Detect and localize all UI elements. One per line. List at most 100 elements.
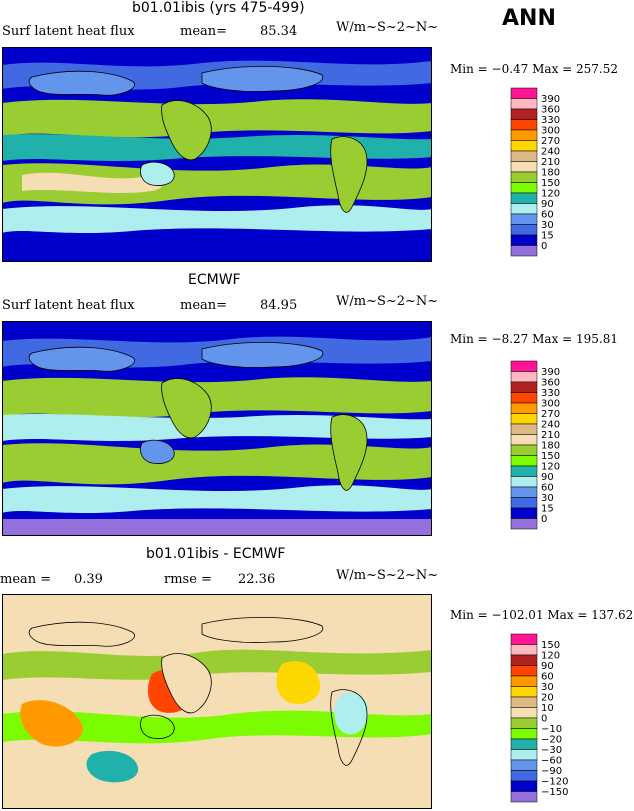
colorbar-level-label: 120 bbox=[541, 189, 560, 200]
map1-north-america bbox=[28, 70, 135, 96]
colorbar-level-label: 390 bbox=[541, 367, 560, 378]
map3-africa bbox=[161, 653, 212, 714]
colorbar-level-label: 390 bbox=[541, 94, 560, 105]
colorbar-swatch bbox=[510, 98, 538, 110]
colorbar-swatch bbox=[510, 87, 538, 99]
map1-africa bbox=[161, 100, 212, 161]
colorbar-swatch bbox=[510, 161, 538, 173]
map2-band-south-subtropics bbox=[2, 443, 432, 485]
colorbar-swatch bbox=[510, 234, 538, 246]
colorbar-swatch bbox=[510, 423, 538, 435]
map1-band-antarctic bbox=[2, 243, 432, 262]
colorbar-level-label: 120 bbox=[541, 651, 560, 662]
panel3-rmse-label: rmse = bbox=[164, 572, 212, 587]
colorbar-level-label: 180 bbox=[541, 168, 560, 179]
colorbar-swatch bbox=[510, 791, 538, 803]
panel2-title: ECMWF bbox=[188, 272, 241, 288]
colorbar-swatch bbox=[510, 717, 538, 729]
colorbar-level-label: 240 bbox=[541, 147, 560, 158]
colorbar-swatch bbox=[510, 749, 538, 761]
map3-positive-patch-3 bbox=[276, 661, 321, 704]
panel3-rmse-value: 22.36 bbox=[238, 572, 276, 587]
colorbar-level-label: 0 bbox=[541, 241, 547, 252]
panel3-units: W/m~S~2~N~ bbox=[336, 568, 439, 583]
colorbar-swatch bbox=[510, 245, 538, 257]
colorbar-level-label: 330 bbox=[541, 115, 560, 126]
colorbar-level-label: 30 bbox=[541, 220, 554, 231]
colorbar-level-label: 30 bbox=[541, 493, 554, 504]
map3-band-negative-south bbox=[2, 710, 432, 744]
colorbar-swatch bbox=[510, 213, 538, 225]
panel1-mean-value: 85.34 bbox=[260, 24, 298, 39]
colorbar-level-label: −150 bbox=[541, 787, 568, 798]
colorbar-swatch bbox=[510, 360, 538, 372]
colorbar-swatch bbox=[510, 738, 538, 750]
colorbar-swatch bbox=[510, 686, 538, 698]
map2-band-itcz bbox=[2, 414, 432, 441]
colorbar-level-label: 180 bbox=[541, 441, 560, 452]
map1-band-south-mid bbox=[2, 205, 432, 233]
map2-band-north-subtropics bbox=[2, 377, 432, 418]
colorbar-swatch bbox=[510, 465, 538, 477]
colorbar-swatch bbox=[510, 497, 538, 509]
colorbar-swatch bbox=[510, 434, 538, 446]
colorbar-level-label: 330 bbox=[541, 388, 560, 399]
panel1-min-max: Min = −0.47 Max = 257.52 bbox=[450, 62, 619, 76]
colorbar-swatch bbox=[510, 224, 538, 236]
panel3-mean-label: mean = bbox=[0, 572, 52, 587]
map3-eurasia bbox=[201, 617, 324, 643]
colorbar-swatch bbox=[510, 455, 538, 467]
colorbar-level-label: 360 bbox=[541, 105, 560, 116]
colorbar-level-label: 90 bbox=[541, 472, 554, 483]
panel1-mean-label: mean= bbox=[180, 24, 228, 39]
colorbar-swatch bbox=[510, 759, 538, 771]
colorbar-swatch bbox=[510, 381, 538, 393]
map2-australia bbox=[140, 439, 175, 464]
colorbar-swatch bbox=[510, 192, 538, 204]
colorbar-swatch bbox=[510, 140, 538, 152]
colorbar-level-label: 15 bbox=[541, 504, 554, 515]
colorbar-level-label: −90 bbox=[541, 766, 562, 777]
colorbar-level-label: 150 bbox=[541, 451, 560, 462]
map3-background bbox=[2, 594, 432, 809]
colorbar-level-label: 20 bbox=[541, 693, 554, 704]
map2-south-america bbox=[330, 414, 368, 491]
colorbar-level-label: 90 bbox=[541, 199, 554, 210]
map2-north-america bbox=[28, 346, 135, 372]
colorbar-level-label: 300 bbox=[541, 399, 560, 410]
colorbar-swatch bbox=[510, 633, 538, 645]
map-panel-1 bbox=[2, 47, 432, 262]
colorbar-level-label: 300 bbox=[541, 126, 560, 137]
colorbar-swatch bbox=[510, 392, 538, 404]
colorbar-swatch bbox=[510, 665, 538, 677]
colorbar-swatch bbox=[510, 203, 538, 215]
panel2-mean-label: mean= bbox=[180, 298, 228, 313]
panel1-variable: Surf latent heat flux bbox=[2, 24, 135, 39]
colorbar-swatch bbox=[510, 654, 538, 666]
colorbar-level-label: 60 bbox=[541, 672, 554, 683]
map2-frame bbox=[2, 321, 432, 536]
map3-frame bbox=[2, 594, 432, 809]
map1-australia bbox=[140, 161, 175, 186]
map2-band-south-mid bbox=[2, 485, 432, 513]
map1-high-flux-patch bbox=[22, 172, 163, 193]
map3-north-america bbox=[28, 621, 135, 647]
colorbar-swatch bbox=[510, 476, 538, 488]
panel2-variable: Surf latent heat flux bbox=[2, 298, 135, 313]
map3-band-negative-north bbox=[2, 649, 432, 680]
map3-south-america bbox=[330, 689, 368, 766]
colorbar-level-label: 360 bbox=[541, 378, 560, 389]
colorbar-swatch bbox=[510, 728, 538, 740]
colorbar-level-label: 150 bbox=[541, 178, 560, 189]
panel1-title: b01.01ibis (yrs 475-499) bbox=[132, 0, 305, 16]
map2-band-antarctic bbox=[2, 519, 432, 536]
colorbar-level-label: 210 bbox=[541, 157, 560, 168]
colorbar-swatch bbox=[510, 129, 538, 141]
panel2-mean-value: 84.95 bbox=[260, 298, 298, 313]
colorbar-level-label: 240 bbox=[541, 420, 560, 431]
colorbar-swatch bbox=[510, 780, 538, 792]
colorbar-swatch bbox=[510, 402, 538, 414]
